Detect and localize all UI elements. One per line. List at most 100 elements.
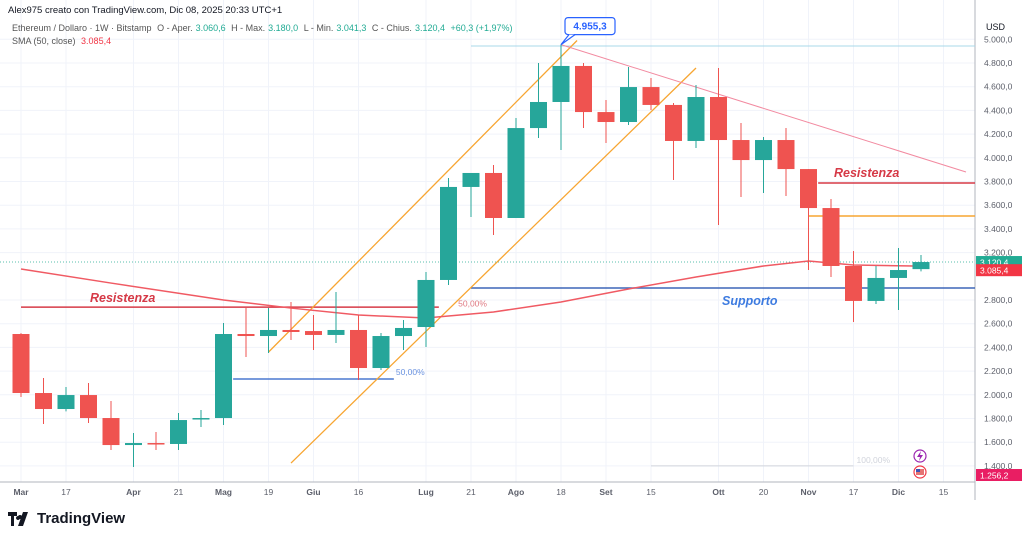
price-tick-label: 2.800,0 xyxy=(984,295,1013,305)
ath-callout-pointer xyxy=(560,34,576,46)
candle-body[interactable] xyxy=(237,334,255,337)
candle-body[interactable] xyxy=(80,395,97,419)
time-tick-label: 17 xyxy=(61,487,71,497)
candle-body[interactable] xyxy=(620,87,637,123)
price-axis-badge-label: 3.085,4 xyxy=(980,266,1009,276)
candle-body[interactable] xyxy=(597,112,615,123)
candle-body[interactable] xyxy=(35,393,52,410)
high-value: 3.180,0 xyxy=(268,23,299,33)
channel-upper-line[interactable] xyxy=(268,40,578,353)
price-tick-label: 1.400,0 xyxy=(984,461,1013,471)
ath-callout-box[interactable] xyxy=(564,16,616,36)
time-tick-label: Set xyxy=(599,487,612,497)
close-label: C - Chius. xyxy=(371,23,412,33)
price-tick-label: 1.600,0 xyxy=(984,437,1013,447)
candle-body[interactable] xyxy=(777,140,795,170)
candle-body[interactable] xyxy=(440,186,457,280)
ohlc-legend: Ethereum / Dollaro · 1W · Bitstamp O - A… xyxy=(12,23,516,33)
candle-body[interactable] xyxy=(282,329,300,332)
candle-body[interactable] xyxy=(170,420,187,444)
time-tick-label: Mag xyxy=(215,487,232,497)
candle-body[interactable] xyxy=(417,279,435,328)
candle-body[interactable] xyxy=(687,97,705,141)
time-tick-label: Nov xyxy=(800,487,816,497)
candle-body[interactable] xyxy=(395,327,412,337)
time-tick-label: Mar xyxy=(13,487,29,497)
price-tick-label: 3.200,0 xyxy=(984,248,1013,258)
ath-callout-label: 4.955,3 xyxy=(573,22,607,33)
high-label: H - Max. xyxy=(231,23,266,33)
sma-label: SMA (50, close) xyxy=(12,36,76,46)
time-tick-label: 21 xyxy=(466,487,476,497)
candle-body[interactable] xyxy=(552,65,570,102)
candle-body[interactable] xyxy=(642,87,660,105)
candle-body[interactable] xyxy=(530,101,547,129)
currency-label[interactable]: USD xyxy=(986,22,1006,32)
author-line: Alex975 creato con TradingView.com, Dic … xyxy=(8,5,283,16)
time-tick-label: Dic xyxy=(892,487,906,497)
candle-body[interactable] xyxy=(755,140,772,161)
candle-body[interactable] xyxy=(822,208,840,266)
candle-body[interactable] xyxy=(710,97,727,141)
price-tick-label: 4.400,0 xyxy=(984,105,1013,115)
candle-body[interactable] xyxy=(575,65,592,113)
fib-100-label: 100,00% xyxy=(857,455,891,465)
close-value: 3.120,4 xyxy=(414,23,445,33)
candle-body[interactable] xyxy=(372,336,390,369)
candle-body[interactable] xyxy=(485,172,502,218)
price-tick-label: 3.600,0 xyxy=(984,200,1013,210)
candle-body[interactable] xyxy=(305,331,322,335)
price-tick-label: 2.000,0 xyxy=(984,390,1013,400)
price-tick-label: 2.200,0 xyxy=(984,366,1013,376)
candle-body[interactable] xyxy=(192,418,210,420)
time-tick-label: Ott xyxy=(712,487,724,497)
channel-lower-line[interactable] xyxy=(290,67,697,464)
price-tick-label: 5.000,0 xyxy=(984,34,1013,44)
sma-value: 3.085,4 xyxy=(81,36,112,46)
sma-legend[interactable]: SMA (50, close) 3.085,4 xyxy=(12,36,114,46)
price-tick-label: 4.000,0 xyxy=(984,153,1013,163)
price-tick-label: 2.600,0 xyxy=(984,319,1013,329)
candle-body[interactable] xyxy=(732,140,750,161)
time-tick-label: 15 xyxy=(646,487,656,497)
candle-body[interactable] xyxy=(912,262,930,270)
candle-body[interactable] xyxy=(890,270,907,278)
lightning-icon-glyph xyxy=(917,451,923,461)
open-value: 3.060,6 xyxy=(195,23,226,33)
candle-body[interactable] xyxy=(665,104,682,141)
candle-body[interactable] xyxy=(215,334,232,419)
candle-body[interactable] xyxy=(57,395,75,410)
change-value: +60,3 (+1,97%) xyxy=(450,23,513,33)
candle-body[interactable] xyxy=(260,329,277,337)
time-tick-label: 16 xyxy=(354,487,364,497)
candle-body[interactable] xyxy=(102,418,120,446)
price-tick-label: 3.800,0 xyxy=(984,177,1013,187)
open-label: O - Aper. xyxy=(157,23,193,33)
symbol-title[interactable]: Ethereum / Dollaro · 1W · Bitstamp xyxy=(12,23,152,33)
candle-body[interactable] xyxy=(845,265,862,301)
candle-body[interactable] xyxy=(507,128,525,218)
descending-trendline[interactable] xyxy=(560,44,967,173)
resistance-label-left: Resistenza xyxy=(90,291,155,305)
time-tick-label: Lug xyxy=(418,487,434,497)
candle-body[interactable] xyxy=(350,329,367,369)
candle-body[interactable] xyxy=(327,329,345,335)
candle-body[interactable] xyxy=(12,334,30,394)
candle-body[interactable] xyxy=(462,172,480,187)
tradingview-logo: TradingView xyxy=(8,510,125,527)
time-tick-label: Apr xyxy=(126,487,141,497)
time-tick-label: Giu xyxy=(306,487,320,497)
time-tick-label: 19 xyxy=(264,487,274,497)
low-label: L - Min. xyxy=(303,23,334,33)
candle-body[interactable] xyxy=(867,277,885,301)
price-axis-badge-label: 1.256,2 xyxy=(980,471,1009,481)
time-tick-label: Ago xyxy=(508,487,525,497)
brand-name: TradingView xyxy=(37,510,126,527)
candle-body[interactable] xyxy=(125,443,142,446)
candle-body[interactable] xyxy=(800,169,817,209)
time-tick-label: 20 xyxy=(759,487,769,497)
time-tick-label: 18 xyxy=(556,487,566,497)
price-axis-badge xyxy=(976,264,1022,277)
candle-body[interactable] xyxy=(147,443,165,445)
